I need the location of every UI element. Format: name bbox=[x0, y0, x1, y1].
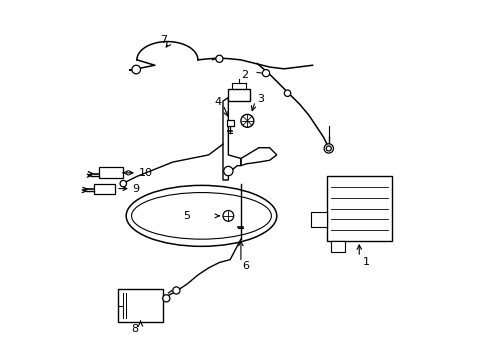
Circle shape bbox=[262, 69, 269, 77]
Circle shape bbox=[284, 90, 290, 96]
Text: 9: 9 bbox=[132, 184, 140, 194]
Bar bbox=[310, 212, 326, 226]
Bar bbox=[228, 89, 249, 101]
Circle shape bbox=[163, 295, 169, 302]
Circle shape bbox=[325, 146, 330, 151]
Bar bbox=[226, 120, 233, 126]
Text: 4: 4 bbox=[214, 97, 221, 107]
Text: 2: 2 bbox=[241, 70, 247, 80]
Bar bbox=[94, 184, 115, 194]
Circle shape bbox=[172, 287, 180, 294]
Circle shape bbox=[132, 65, 140, 74]
Circle shape bbox=[120, 180, 126, 187]
FancyBboxPatch shape bbox=[118, 289, 163, 322]
Text: 1: 1 bbox=[362, 257, 369, 267]
Text: 6: 6 bbox=[242, 261, 249, 271]
Text: 3: 3 bbox=[257, 94, 264, 104]
Circle shape bbox=[223, 211, 233, 221]
Bar bbox=[99, 167, 122, 178]
Ellipse shape bbox=[126, 185, 276, 246]
Bar bbox=[326, 176, 391, 241]
Bar bbox=[330, 241, 344, 252]
Ellipse shape bbox=[131, 193, 271, 239]
Text: 10: 10 bbox=[139, 168, 152, 178]
Circle shape bbox=[223, 166, 233, 176]
Text: 8: 8 bbox=[131, 324, 139, 334]
Text: 7: 7 bbox=[160, 35, 167, 45]
Circle shape bbox=[324, 144, 333, 153]
Circle shape bbox=[241, 114, 253, 127]
Circle shape bbox=[215, 55, 223, 62]
Text: 5: 5 bbox=[183, 211, 190, 221]
